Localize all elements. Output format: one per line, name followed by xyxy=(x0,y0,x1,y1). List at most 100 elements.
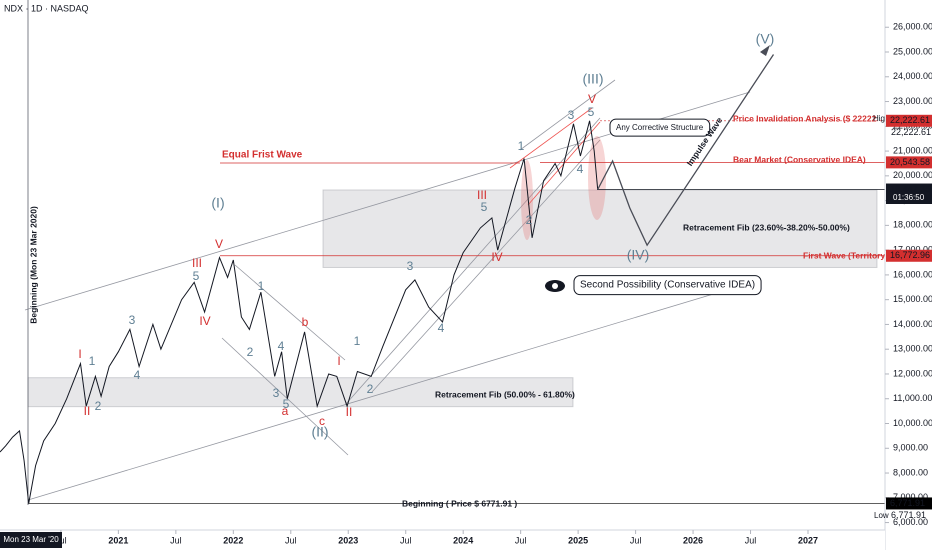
wave-label: IV xyxy=(491,250,502,264)
retracement-zone xyxy=(322,189,878,268)
y-tick-label: 7,000.00 xyxy=(893,492,928,502)
wave-label: 5 xyxy=(588,105,595,119)
y-tick-label: 14,000.00 xyxy=(893,319,932,329)
wave-label: 2 xyxy=(367,382,374,396)
annotation: Any Corrective Structure xyxy=(616,123,704,132)
annotation: Second Possibility (Conservative IDEA) xyxy=(580,280,755,291)
annotation-box xyxy=(609,118,711,137)
x-tick-label: 2027 xyxy=(798,535,818,545)
wave-label: 4 xyxy=(577,162,584,176)
x-tick-label: Jul xyxy=(285,535,297,545)
wave-label: 3 xyxy=(568,108,575,122)
wave-label: c xyxy=(319,414,325,428)
y-tick-label: 26,000.00 xyxy=(893,22,932,32)
price-level-box xyxy=(886,497,932,510)
chart-title: NDX · 1D · NASDAQ xyxy=(4,3,89,13)
wave-label: IV xyxy=(199,314,210,328)
wave-label: 4 xyxy=(438,321,445,335)
y-tick-label: 20,000.00 xyxy=(893,170,932,180)
y-tick-label: 21,000.00 xyxy=(893,145,932,155)
wave-label: (V) xyxy=(756,31,775,47)
annotation: Retracement Fib (50.00% - 61.80%) xyxy=(435,389,575,399)
annotation: Bear Market (Conservative IDEA) xyxy=(733,154,866,164)
price-level-label: 16,772.96 xyxy=(890,250,930,260)
y-tick-label: 10,000.00 xyxy=(893,418,932,428)
wave-label: (III) xyxy=(583,71,604,87)
annotation: Retracement Fib (23.60%-38.20%-50.00%) xyxy=(683,222,850,232)
wave-label: I xyxy=(78,347,81,361)
arrow-head xyxy=(760,45,770,56)
low-price-label: 6,771.91 xyxy=(891,510,926,520)
wave-label: a xyxy=(282,404,289,418)
wave-label: 5 xyxy=(193,269,200,283)
drawing-line xyxy=(509,107,593,169)
y-tick-label: 25,000.00 xyxy=(893,46,932,56)
wave-label: 4 xyxy=(278,339,285,353)
wave-label: 2 xyxy=(526,213,533,227)
y-tick-label: 13,000.00 xyxy=(893,344,932,354)
y-tick-label: 8,000.00 xyxy=(893,467,928,477)
wave-label: II xyxy=(346,405,353,419)
wave-label: 3 xyxy=(129,313,136,327)
wave-label: 1 xyxy=(354,334,361,348)
x-tick-label: 2026 xyxy=(683,535,703,545)
annotation: Mon 23 Mar '20 xyxy=(3,535,59,544)
drawing-line xyxy=(344,117,601,406)
y-tick-label: 16,000.00 xyxy=(893,269,932,279)
countdown-box xyxy=(886,192,932,204)
wave-label: (II) xyxy=(311,424,328,440)
x-tick-label: 2022 xyxy=(223,535,243,545)
annotation: Price Invalidation Analysis ($ 22222 xyxy=(733,113,877,123)
y-tick-label: 17,000.00 xyxy=(893,245,932,255)
x-tick-label: 2025 xyxy=(568,535,588,545)
y-tick-label: 9,000.00 xyxy=(893,443,928,453)
annotation: High xyxy=(873,114,889,123)
x-tick-label: Jul xyxy=(745,535,757,545)
price-line xyxy=(0,120,599,504)
wave-label: (IV) xyxy=(627,247,650,263)
y-tick-label: 6,000.00 xyxy=(893,517,928,527)
wave-label: 2 xyxy=(95,399,102,413)
price-level-label: 22,222.61 xyxy=(890,115,930,125)
projection-line xyxy=(597,54,775,247)
annotation: Low xyxy=(874,511,889,520)
wave-label: 5 xyxy=(283,397,290,411)
wave-label: (I) xyxy=(211,195,224,211)
x-tick-label: Jul xyxy=(515,535,527,545)
crosshair-date-box xyxy=(0,532,62,548)
wave-label: II xyxy=(84,404,91,418)
y-tick-label: 12,000.00 xyxy=(893,368,932,378)
wave-label: b xyxy=(302,315,309,329)
annotation: First Wave (Territory) xyxy=(803,250,888,260)
wave-label: III xyxy=(192,256,202,270)
price-level-box xyxy=(886,249,932,262)
x-tick-label: Jul xyxy=(170,535,182,545)
price-level-box xyxy=(886,114,932,127)
annotation: Beginning ( Price $ 6771.91 ) xyxy=(402,498,517,508)
high-price-label: 22,222.61 xyxy=(891,127,931,137)
drawing-line xyxy=(519,79,616,151)
retracement-zone xyxy=(27,377,574,408)
y-tick-label: 18,000.00 xyxy=(893,220,932,230)
annotation: Equal Frist Wave xyxy=(222,150,303,161)
wave-label: 1 xyxy=(258,279,265,293)
x-tick-label: Jul xyxy=(630,535,642,545)
x-tick-label: 2024 xyxy=(453,535,473,545)
x-tick-label: 2021 xyxy=(108,535,128,545)
time-axis xyxy=(0,530,885,550)
drawing-line xyxy=(371,139,601,393)
price-level-label: 19,447.35 xyxy=(890,184,930,194)
wave-label: 3 xyxy=(273,386,280,400)
annotation: Beginning (Mon 23 Mar 2020) xyxy=(28,206,38,324)
y-tick-label: 15,000.00 xyxy=(893,294,932,304)
wave-label: 3 xyxy=(407,259,414,273)
wave-label: V xyxy=(215,237,223,251)
wave-label: 5 xyxy=(481,200,488,214)
y-tick-label: 24,000.00 xyxy=(893,71,932,81)
y-tick-label: 23,000.00 xyxy=(893,96,932,106)
x-tick-label: Jul xyxy=(400,535,412,545)
annotation-box xyxy=(573,275,762,296)
price-level-label: 6,771.91 xyxy=(890,498,925,508)
